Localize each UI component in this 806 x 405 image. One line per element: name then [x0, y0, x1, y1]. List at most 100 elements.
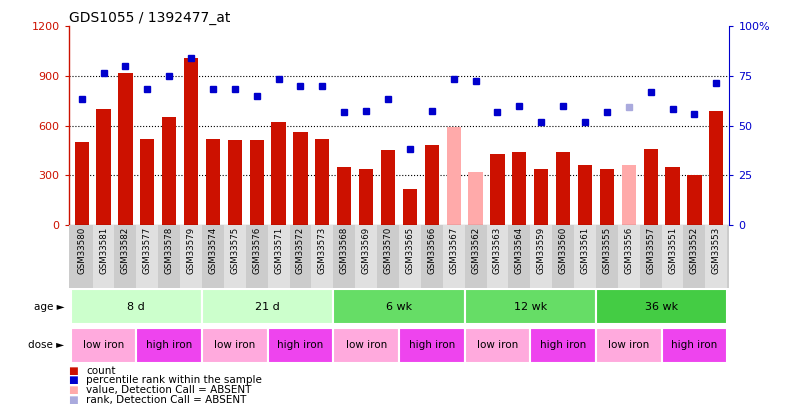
Text: low iron: low iron — [477, 340, 518, 350]
Bar — [355, 225, 377, 288]
Text: GSM33570: GSM33570 — [384, 227, 393, 274]
Text: GSM33563: GSM33563 — [493, 227, 502, 274]
Text: GSM33579: GSM33579 — [186, 227, 196, 274]
Bar — [403, 189, 417, 225]
Bar — [180, 225, 202, 288]
Bar — [268, 328, 334, 363]
Bar — [442, 225, 464, 288]
Bar — [71, 328, 136, 363]
Bar — [425, 145, 439, 225]
Bar — [377, 225, 399, 288]
Bar — [228, 141, 242, 225]
Text: high iron: high iron — [146, 340, 193, 350]
Bar — [399, 328, 464, 363]
Bar — [643, 149, 658, 225]
Bar — [381, 150, 395, 225]
Text: GSM33578: GSM33578 — [164, 227, 173, 274]
Text: count: count — [86, 366, 116, 375]
Text: high iron: high iron — [671, 340, 717, 350]
Bar — [337, 167, 351, 225]
Text: GSM33556: GSM33556 — [625, 227, 634, 274]
Bar — [311, 225, 334, 288]
Bar — [136, 225, 158, 288]
Bar — [530, 225, 552, 288]
Bar — [136, 328, 202, 363]
Text: GSM33551: GSM33551 — [668, 227, 677, 274]
Text: GSM33569: GSM33569 — [362, 227, 371, 274]
Bar — [688, 175, 701, 225]
Text: ■: ■ — [69, 375, 78, 385]
Bar — [705, 225, 727, 288]
Text: ■: ■ — [69, 366, 78, 375]
Bar — [118, 72, 132, 225]
Text: GSM33552: GSM33552 — [690, 227, 699, 274]
Bar — [578, 165, 592, 225]
Text: age ►: age ► — [34, 302, 64, 312]
Text: ■: ■ — [69, 395, 78, 405]
Text: 8 d: 8 d — [127, 302, 145, 312]
Bar — [534, 168, 548, 225]
Bar — [268, 225, 289, 288]
Bar — [140, 139, 155, 225]
Bar — [556, 152, 570, 225]
Bar — [114, 225, 136, 288]
Text: GSM33576: GSM33576 — [252, 227, 261, 274]
Text: low iron: low iron — [214, 340, 256, 350]
Text: low iron: low iron — [346, 340, 387, 350]
Bar — [468, 172, 483, 225]
Bar — [202, 289, 334, 324]
Bar — [464, 289, 596, 324]
Text: GSM33555: GSM33555 — [602, 227, 612, 274]
Text: GSM33575: GSM33575 — [231, 227, 239, 274]
Text: percentile rank within the sample: percentile rank within the sample — [86, 375, 262, 385]
Text: GDS1055 / 1392477_at: GDS1055 / 1392477_at — [69, 11, 230, 25]
Text: 36 wk: 36 wk — [645, 302, 678, 312]
Bar — [97, 109, 110, 225]
Bar — [315, 139, 330, 225]
Bar — [289, 225, 311, 288]
Bar — [513, 152, 526, 225]
Bar — [202, 328, 268, 363]
Bar — [509, 225, 530, 288]
Text: GSM33564: GSM33564 — [515, 227, 524, 274]
Text: 12 wk: 12 wk — [513, 302, 547, 312]
Bar — [74, 142, 89, 225]
Bar — [464, 328, 530, 363]
Bar — [621, 165, 636, 225]
Bar — [490, 153, 505, 225]
Bar — [272, 122, 285, 225]
Bar — [600, 168, 614, 225]
Text: high iron: high iron — [540, 340, 586, 350]
Text: 6 wk: 6 wk — [386, 302, 412, 312]
Bar — [596, 328, 662, 363]
Bar — [71, 225, 93, 288]
Bar — [552, 225, 574, 288]
Bar — [596, 225, 618, 288]
Text: GSM33580: GSM33580 — [77, 227, 86, 274]
Bar — [640, 225, 662, 288]
Text: GSM33573: GSM33573 — [318, 227, 327, 274]
Bar — [334, 225, 355, 288]
Bar — [487, 225, 509, 288]
Bar — [421, 225, 442, 288]
Bar — [162, 117, 177, 225]
Bar — [246, 225, 268, 288]
Text: GSM33572: GSM33572 — [296, 227, 305, 274]
Bar — [666, 167, 679, 225]
Bar — [709, 111, 724, 225]
Bar — [184, 58, 198, 225]
Text: GSM33562: GSM33562 — [471, 227, 480, 274]
Bar — [662, 225, 683, 288]
Text: ■: ■ — [69, 385, 78, 395]
Bar — [71, 289, 202, 324]
Text: rank, Detection Call = ABSENT: rank, Detection Call = ABSENT — [86, 395, 247, 405]
Text: low iron: low iron — [83, 340, 124, 350]
Text: GSM33567: GSM33567 — [449, 227, 458, 274]
Bar — [334, 289, 464, 324]
Text: GSM33568: GSM33568 — [340, 227, 349, 274]
Bar — [206, 139, 220, 225]
Bar — [447, 127, 461, 225]
Text: GSM33561: GSM33561 — [580, 227, 589, 274]
Text: GSM33581: GSM33581 — [99, 227, 108, 274]
Bar — [464, 225, 487, 288]
